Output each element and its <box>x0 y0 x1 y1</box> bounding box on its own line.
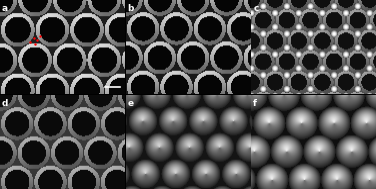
Text: d: d <box>2 99 8 108</box>
Text: a: a <box>2 4 8 13</box>
Text: b: b <box>128 4 134 13</box>
Text: e: e <box>128 99 134 108</box>
Text: c: c <box>253 4 259 13</box>
Text: f: f <box>253 99 257 108</box>
